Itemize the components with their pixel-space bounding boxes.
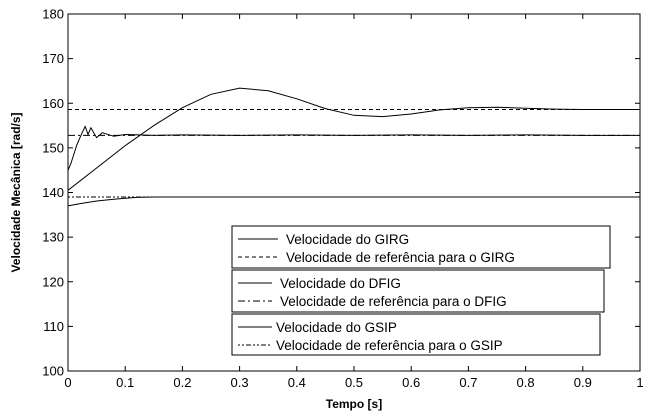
series-velocidade-do-gsip	[67, 196, 640, 207]
y-tick-label: 110	[43, 319, 64, 334]
x-tick-label: 0.6	[402, 375, 420, 390]
x-tick-label: 0.9	[574, 375, 592, 390]
y-tick-label: 130	[42, 230, 64, 245]
x-tick-label: 0.3	[231, 375, 249, 390]
x-tick-label: 0.7	[459, 375, 477, 390]
y-tick-label: 150	[42, 140, 64, 155]
legend-box-1: Velocidade do GIRG Velocidade de referênc…	[231, 225, 611, 269]
y-tick-label: 180	[42, 7, 64, 22]
legend-box-3: Velocidade do GSIP Velocidade de referênc…	[231, 313, 601, 356]
x-tick-label: 1	[636, 375, 643, 390]
ticks-layer: 0 0.1 0.2 0.3 0.4 0.5 0.6 0.7 0.8 0.9 1 100 110 120 13…	[42, 7, 643, 391]
series-velocidade-do-girg	[67, 87, 640, 191]
legend-label-velocidade-do-dfig: Velocidade do DFIG	[280, 276, 401, 291]
legend-label-velocidade-de-referencia-para-o-gsip: Velocidade de referência para o GSIP	[276, 338, 503, 353]
x-tick-label: 0	[64, 375, 71, 390]
x-tick-label: 0.5	[345, 375, 363, 390]
x-tick-label: 0.1	[116, 375, 134, 390]
series-layer	[67, 87, 640, 207]
x-tick-label: 0.2	[173, 375, 191, 390]
y-tick-label: 100	[42, 364, 64, 379]
x-tick-label: 0.8	[517, 375, 535, 390]
legend-label-velocidade-do-girg: Velocidade do GIRG	[286, 232, 409, 247]
y-axis-label: Velocidade Mecânica [rad/s]	[9, 112, 23, 272]
y-tick-label: 160	[42, 96, 64, 111]
legend-frame	[231, 225, 611, 269]
y-tick-label: 120	[42, 274, 64, 289]
legend-frame	[231, 269, 605, 313]
series-velocidade-do-dfig	[67, 125, 640, 171]
legend-label-velocidade-de-referencia-para-o-girg: Velocidade de referência para o GIRG	[286, 250, 515, 265]
legend-box-2: Velocidade do DFIG Velocidade de referênc…	[231, 269, 605, 313]
y-tick-label: 170	[42, 51, 64, 66]
legend-label-velocidade-de-referencia-para-o-dfig: Velocidade de referência para o DFIG	[280, 294, 507, 309]
legend-layer: Velocidade do GIRG Velocidade de referênc…	[231, 225, 611, 356]
x-tick-label: 0.4	[288, 375, 306, 390]
x-axis-label: Tempo [s]	[326, 397, 382, 411]
legend-frame	[231, 313, 601, 356]
y-tick-label: 140	[42, 185, 64, 200]
legend-label-velocidade-do-gsip: Velocidade do GSIP	[276, 320, 397, 335]
